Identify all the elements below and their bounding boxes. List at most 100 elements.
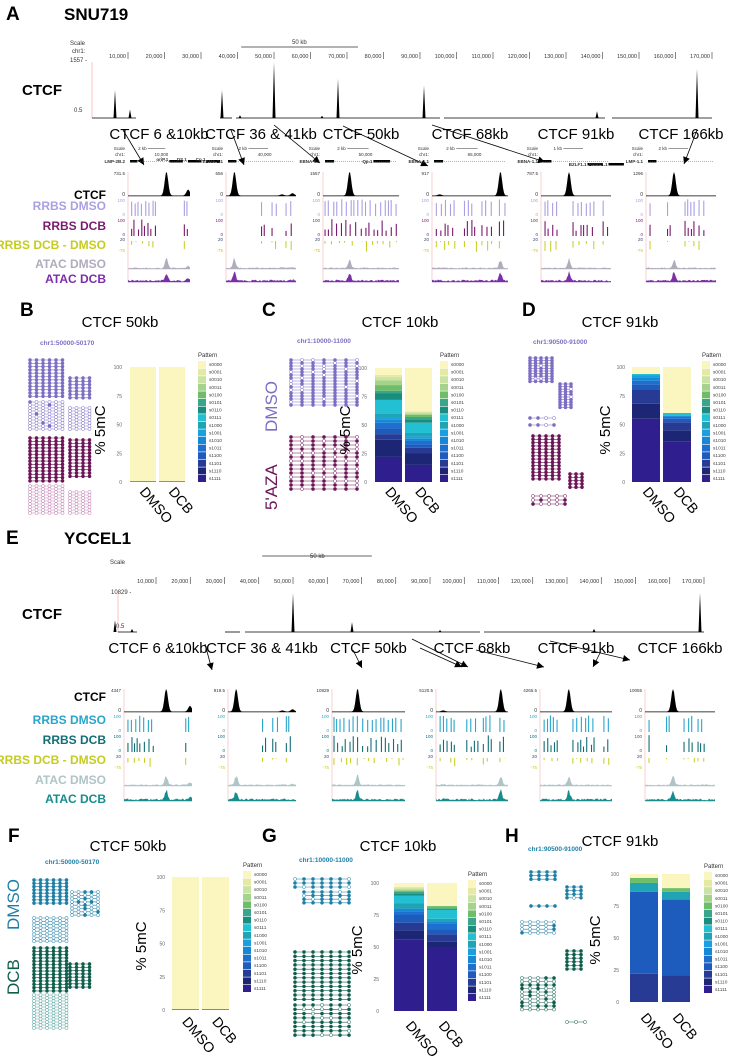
methylated-cpg	[58, 962, 62, 967]
unmethylated-cpg	[96, 906, 100, 911]
overview-tick-label: 90,000	[401, 54, 418, 60]
legend-title: Pattern	[702, 353, 721, 359]
unmethylated-cpg	[81, 427, 85, 431]
methylated-cpg	[68, 457, 72, 462]
legend-label: s0101	[209, 400, 222, 406]
unmethylated-cpg	[64, 1008, 69, 1012]
methylated-cpg	[557, 444, 561, 448]
legend-swatch	[440, 368, 448, 376]
unmethylated-cpg	[28, 508, 32, 512]
methylated-cpg	[34, 364, 39, 369]
unmethylated-cpg	[64, 996, 69, 1000]
methylated-cpg	[338, 881, 342, 885]
methylated-cpg	[347, 980, 351, 984]
rrbs-bar	[261, 202, 263, 216]
scale-bar-label: 2 kb	[238, 146, 247, 151]
unmethylated-cpg	[51, 929, 56, 934]
y-axis-label: % 5mC	[597, 405, 614, 454]
methylated-cpg	[557, 467, 561, 471]
methylated-cpg	[333, 367, 337, 371]
unmethylated-cpg	[64, 929, 69, 934]
methylated-cpg	[54, 462, 58, 467]
methylated-cpg	[322, 379, 326, 383]
bar-segment-s1011-dcb	[663, 416, 691, 419]
unmethylated-cpg	[322, 439, 326, 443]
legend-swatch	[243, 954, 251, 962]
methylated-cpg	[320, 897, 324, 902]
methylated-cpg	[579, 888, 583, 893]
methylated-cpg	[300, 394, 304, 398]
rrbs-bar	[701, 719, 703, 732]
bar-segment-s1000-dcb	[662, 891, 690, 900]
unmethylated-cpg	[54, 415, 58, 419]
legend-label: s1011	[479, 965, 492, 971]
unmethylated-cpg	[544, 979, 548, 984]
unmethylated-cpg	[47, 508, 52, 512]
arrow-icon	[122, 129, 145, 166]
rrbs-bar	[698, 225, 700, 236]
rrbs-bar	[668, 715, 670, 732]
legend-swatch	[704, 986, 712, 993]
legend-label: s1110	[713, 468, 726, 474]
ctcf-ymax: 919.5	[214, 688, 226, 693]
unmethylated-cpg	[34, 499, 39, 503]
legend-swatch	[440, 452, 448, 460]
unmethylated-cpg	[87, 424, 92, 428]
unmethylated-cpg	[74, 490, 79, 494]
methylated-cpg	[300, 483, 304, 487]
methylated-cpg	[557, 453, 561, 458]
rrbs-bar	[606, 226, 609, 236]
methylated-cpg	[54, 436, 58, 440]
methylated-cpg	[568, 475, 572, 480]
legend-label: s0100	[209, 392, 222, 398]
methylated-cpg	[68, 461, 72, 465]
legend-swatch	[704, 902, 712, 910]
methylated-cpg	[58, 946, 62, 950]
diff-bar	[471, 758, 473, 761]
methylated-cpg	[289, 435, 293, 439]
track-label-rrbs-dmso: RRBS DMSO	[32, 199, 106, 213]
ctcf-peak	[695, 68, 699, 118]
methylated-cpg	[81, 972, 85, 976]
rrbs-bar	[339, 719, 341, 732]
methylated-cpg	[544, 990, 548, 994]
unmethylated-cpg	[76, 913, 81, 917]
methylated-cpg	[344, 463, 348, 467]
unmethylated-cpg	[89, 913, 94, 917]
methylated-cpg	[64, 901, 69, 905]
methylated-cpg	[289, 483, 293, 487]
rrbs-bar	[345, 201, 347, 216]
bar-segment-s0110-dcb	[427, 908, 457, 910]
arrow-head	[238, 157, 245, 165]
methylated-cpg	[550, 444, 555, 448]
ctcf-ymax: 4265.5	[523, 688, 537, 693]
methylated-cpg	[38, 952, 43, 957]
legend-swatch	[243, 924, 251, 932]
unmethylated-cpg	[70, 913, 74, 917]
rrbs-bar	[591, 227, 593, 236]
diff-ymax: 20	[424, 237, 430, 242]
rrbs-bar	[276, 717, 279, 732]
methylated-cpg	[28, 387, 32, 392]
methylated-cpg	[557, 434, 561, 438]
unmethylated-cpg	[528, 976, 532, 980]
methylated-cpg	[32, 959, 36, 964]
bar-segment-s1110-dcb	[663, 430, 691, 442]
legend-label: s1000	[713, 423, 726, 429]
unmethylated-cpg	[544, 927, 548, 932]
unmethylated-cpg	[60, 508, 65, 512]
methylated-cpg	[28, 442, 32, 447]
methylated-cpg	[338, 954, 342, 959]
rrbs-bar	[395, 203, 397, 216]
diff-ymax: 20	[637, 754, 643, 759]
methylated-cpg	[302, 897, 306, 902]
overview-tick-label: 40,000	[219, 54, 236, 60]
methylated-cpg	[293, 881, 297, 885]
methylated-cpg	[568, 478, 572, 483]
methylated-cpg	[60, 394, 65, 399]
rrbs-bar	[490, 739, 492, 752]
unmethylated-cpg	[74, 409, 79, 413]
legend-swatch	[468, 910, 476, 918]
legend-label: s0100	[254, 902, 267, 908]
scale-label: Scale	[309, 146, 321, 151]
